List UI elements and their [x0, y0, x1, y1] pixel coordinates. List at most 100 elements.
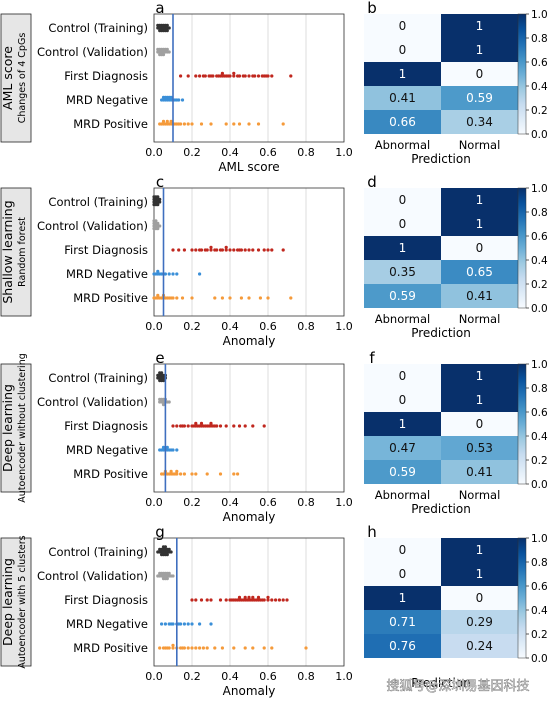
heatmap-cell: [364, 364, 441, 388]
data-point: [158, 646, 162, 650]
data-point: [171, 574, 175, 578]
data-point: [232, 472, 236, 476]
data-point: [198, 74, 202, 78]
cell-value-label: 0.65: [466, 265, 493, 279]
data-point: [220, 296, 224, 300]
category-label: Control (Training): [48, 21, 148, 35]
data-point: [198, 272, 202, 276]
colorbar: [517, 537, 527, 659]
data-point: [247, 595, 251, 600]
data-point: [232, 646, 236, 650]
data-point: [154, 219, 158, 223]
data-point: [158, 547, 162, 552]
data-point: [236, 472, 240, 476]
data-point: [266, 598, 270, 602]
colorbar-tick-label: 0.2: [531, 105, 548, 117]
data-point: [169, 296, 173, 300]
heatmap-cell: [441, 236, 518, 260]
data-point: [220, 71, 224, 75]
heatmap-cell: [441, 284, 518, 308]
data-point: [205, 598, 209, 602]
data-point: [169, 622, 173, 626]
colorbar: [517, 187, 527, 309]
data-point: [160, 622, 164, 626]
data-point: [160, 371, 164, 375]
data-point: [258, 296, 262, 300]
heatmap-cell: [441, 610, 518, 634]
cell-value-label: 0.59: [466, 91, 493, 105]
data-point: [182, 122, 186, 126]
plot-frame: [153, 187, 345, 317]
data-point: [232, 74, 236, 78]
data-point: [190, 122, 194, 126]
heatmap-cell: [441, 212, 518, 236]
data-point: [205, 646, 209, 650]
x-tick-label: 1.0: [335, 320, 353, 333]
data-point: [228, 296, 232, 300]
data-point: [253, 74, 257, 78]
heatmap-cell: [364, 62, 441, 86]
data-point: [218, 424, 223, 428]
x-tick-label: 0.8: [297, 320, 315, 333]
heatmap-cell: [441, 436, 518, 460]
cell-value-label: 0: [399, 43, 407, 57]
data-point: [218, 598, 223, 602]
data-point: [220, 646, 224, 650]
colorbar-tick-label: 0.6: [531, 231, 548, 243]
data-point: [251, 424, 255, 428]
data-point: [215, 424, 219, 428]
data-point: [224, 598, 228, 602]
x-tick-label: 0.4: [221, 320, 239, 333]
data-point: [203, 74, 207, 78]
cell-value-label: 1: [399, 67, 407, 81]
side-title: Deep learning: [0, 558, 15, 646]
cell-value-label: 0.71: [389, 615, 416, 629]
panel-letter: g: [155, 523, 165, 541]
plot-frame: [153, 537, 345, 667]
data-point: [289, 74, 293, 78]
data-point: [182, 622, 186, 626]
data-point: [156, 269, 160, 273]
cell-value-label: 0: [399, 19, 407, 33]
colorbar-tick-label: 0.2: [531, 455, 548, 467]
data-point: [169, 550, 173, 554]
data-point: [213, 646, 217, 650]
category-label: First Diagnosis: [64, 69, 148, 83]
data-point: [256, 74, 261, 78]
data-point: [171, 448, 175, 452]
heatmap-cell: [364, 388, 441, 412]
heatmap-cell: [441, 38, 518, 62]
colorbar-tick-label: 0.6: [531, 57, 548, 69]
panel-letter: a: [155, 0, 164, 17]
heatmap-cell: [364, 38, 441, 62]
cell-value-label: 0.41: [466, 465, 493, 479]
column-label: Normal: [459, 312, 501, 326]
data-point: [209, 245, 213, 249]
data-point: [163, 622, 167, 626]
heatmap-cell: [364, 610, 441, 634]
cell-value-label: 1: [476, 369, 484, 383]
colorbar-tick-label: 0.4: [531, 81, 548, 93]
x-tick-label: 0.0: [145, 670, 163, 683]
data-point: [163, 95, 167, 99]
category-label: Control (Validation): [37, 395, 148, 409]
column-label: Abnormal: [375, 312, 430, 326]
panel-letter: e: [155, 349, 164, 367]
data-point: [182, 472, 186, 476]
data-point: [243, 424, 247, 428]
data-point: [158, 397, 162, 401]
category-label: MRD Negative: [66, 93, 148, 107]
data-point: [190, 622, 194, 626]
data-point: [239, 296, 243, 300]
data-point: [281, 122, 285, 126]
x-axis-label: Anomaly: [223, 334, 276, 348]
data-point: [160, 29, 164, 33]
heatmap-cell: [441, 260, 518, 284]
data-point: [156, 47, 160, 52]
colorbar-tick-label: 1.0: [531, 359, 548, 371]
heatmap-cell: [441, 62, 518, 86]
data-point: [256, 122, 261, 126]
colorbar-tick-label: 1.0: [531, 9, 548, 21]
data-point: [175, 272, 179, 276]
data-point: [167, 272, 171, 276]
